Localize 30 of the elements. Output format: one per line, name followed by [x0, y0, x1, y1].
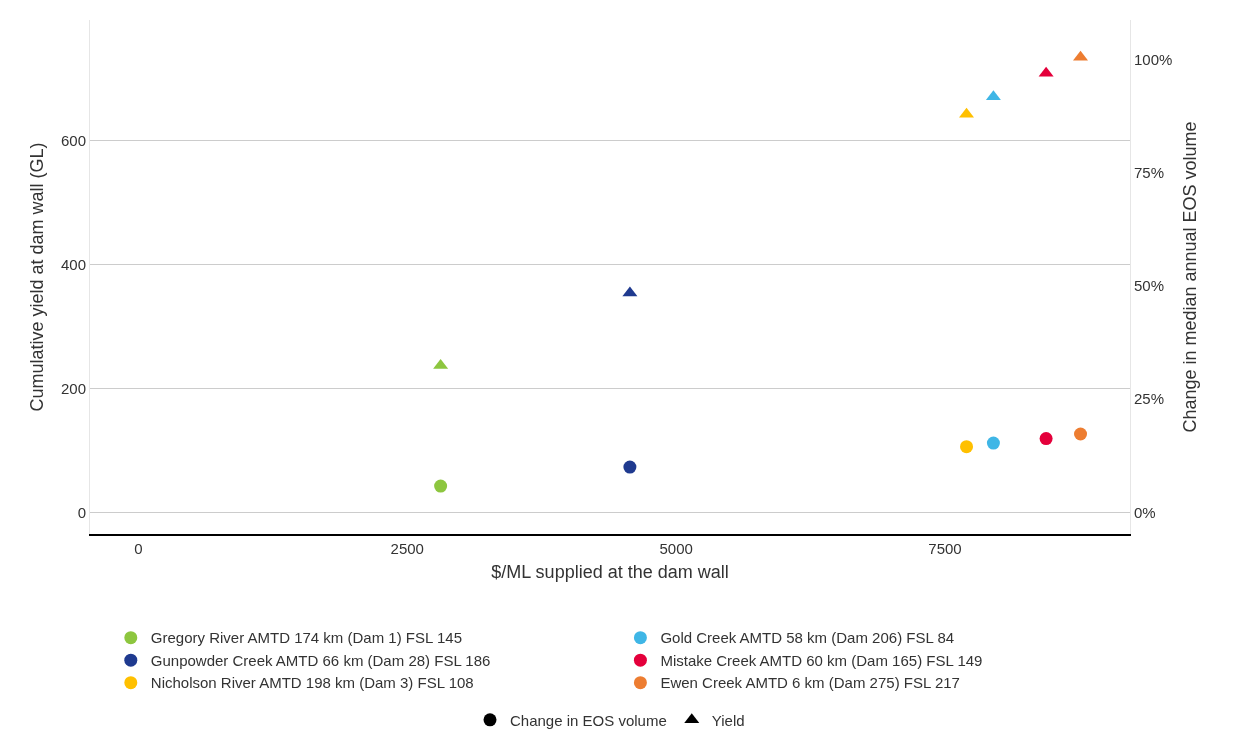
- y-tick-label: 200: [60, 379, 86, 397]
- y-tick-label: 0: [77, 503, 86, 521]
- point: [623, 460, 637, 474]
- y2-tick-label: 50%: [1134, 277, 1165, 295]
- legend-label: Gunpowder Creek AMTD 66 km (Dam 28) FSL 186: [150, 651, 491, 669]
- y2-tick-label: 0%: [1134, 503, 1156, 521]
- x-axis-title: $/ML supplied at the dam wall: [491, 562, 729, 583]
- point: [960, 440, 974, 454]
- y2-tick-label: 100%: [1134, 51, 1173, 69]
- point: [434, 479, 448, 493]
- y2-tick-label: 25%: [1134, 390, 1165, 408]
- x-tick-label: 0: [134, 539, 143, 557]
- x-tick-label: 7500: [928, 539, 962, 557]
- legend-label: Nicholson River AMTD 198 km (Dam 3) FSL 108: [150, 674, 474, 692]
- y-tick-label: 600: [60, 132, 86, 150]
- y-tick-label: 400: [60, 255, 86, 273]
- x-tick-label: 2500: [390, 539, 424, 557]
- point: [986, 436, 1000, 450]
- y2-axis-title: Change in median annual EOS volume: [1180, 121, 1201, 433]
- x-tick-label: 5000: [659, 539, 693, 557]
- legend-label: Gregory River AMTD 174 km (Dam 1) FSL 145: [150, 629, 462, 647]
- legend-label: Yield: [711, 711, 745, 729]
- point: [1039, 432, 1053, 446]
- y-axis-title: Cumulative yield at dam wall (GL): [27, 142, 48, 412]
- y2-tick-label: 75%: [1134, 164, 1165, 182]
- legend-label: Change in EOS volume: [510, 711, 667, 729]
- legend-label: Ewen Creek AMTD 6 km (Dam 275) FSL 217: [660, 674, 960, 692]
- legend-label: Gold Creek AMTD 58 km (Dam 206) FSL 84: [660, 629, 955, 647]
- legend-label: Mistake Creek AMTD 60 km (Dam 165) FSL 149: [660, 651, 983, 669]
- point: [1074, 427, 1088, 441]
